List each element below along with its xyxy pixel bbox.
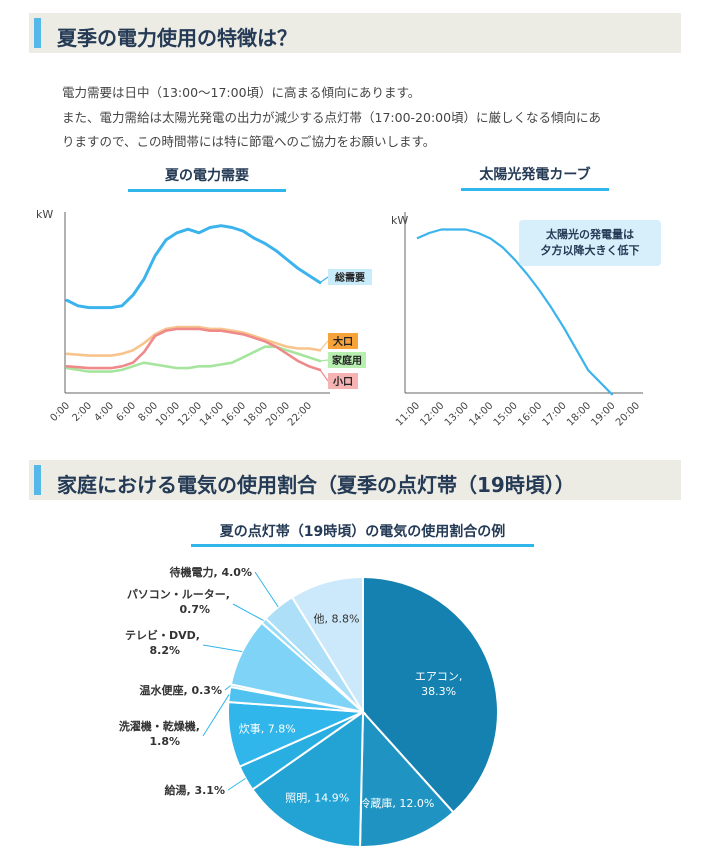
solar-x-tick-label: 16:00 (516, 400, 544, 428)
demand-series-line (65, 327, 322, 372)
solar-x-tick-label: 18:00 (565, 400, 593, 428)
pie-label: 38.3% (421, 685, 456, 698)
demand-x-tick-label: 20:00 (264, 400, 292, 428)
demand-legend-connector (319, 276, 329, 284)
demand-x-tick-label: 10:00 (154, 400, 182, 428)
demand-series-line (65, 325, 322, 357)
section-header-summer-usage: 夏季の電力使用の特徴は？ (29, 13, 681, 53)
pie-label: テレビ・DVD, (125, 628, 200, 642)
paragraph-line-2: また、電力需給は太陽光発電の出力が減少する点灯帯（17:00-20:00頃）に厳… (62, 110, 602, 125)
pie-label: パソコン・ルーター, (127, 588, 230, 601)
pie-label: 待機電力, 4.0% (168, 565, 252, 579)
pie-label: 冷蔵庫, 12.0% (359, 796, 434, 810)
solar-annotation-line-1: 太陽光の発電量は (545, 227, 634, 241)
pie-slice (251, 710, 365, 848)
solar-x-tick-label: 14:00 (467, 400, 495, 428)
demand-legend-label: 総需要 (335, 271, 365, 284)
demand-series-line (65, 224, 322, 310)
pie-label: 他, 8.8% (313, 612, 359, 625)
pie-label: 1.8% (149, 735, 180, 748)
header-accent-bar (34, 18, 41, 48)
usage-pie-chart: エアコン, 38.3% 冷蔵庫, 12.0% 照明, 14.9% 給湯, 3.1% 炊事,… (119, 565, 499, 848)
solar-x-tick-label: 20:00 (614, 400, 642, 428)
paragraph-line-1: 電力需要は日中（13:00〜17:00頃）に高まる傾向にあります。 (62, 85, 421, 100)
demand-y-axis-label: kW (36, 208, 53, 221)
solar-x-tick-label: 11:00 (394, 400, 422, 428)
demand-x-tick-label: 12:00 (176, 400, 204, 428)
demand-legend-badge (328, 333, 358, 349)
demand-x-tick-label: 2:00 (70, 400, 94, 424)
pie-slice (362, 575, 499, 814)
solar-x-tick-label: 17:00 (541, 400, 569, 428)
solar-x-tick-label: 19:00 (590, 400, 618, 428)
section-title: 夏季の電力使用の特徴は？ (57, 26, 297, 50)
pie-leader-line (202, 694, 230, 737)
demand-legend-connector (319, 340, 329, 351)
demand-legend-connector (319, 359, 329, 362)
solar-x-tick-label: 12:00 (418, 400, 446, 428)
demand-x-tick-label: 22:00 (286, 400, 314, 428)
demand-legend-connector (319, 369, 329, 382)
solar-chart-title: 太陽光発電カーブ (479, 167, 591, 183)
demand-x-tick-label: 4:00 (92, 400, 116, 424)
pie-label: 温水便座, 0.3% (139, 683, 222, 697)
demand-legend-badge (328, 373, 358, 389)
demand-legend-label: 家庭用 (332, 354, 362, 367)
solar-x-tick-label: 15:00 (492, 400, 520, 428)
pie-label: 8.2% (149, 644, 180, 657)
section-header-household-usage: 家庭における電気の使用割合（夏季の点灯帯（19時頃）） (29, 460, 681, 500)
pie-leader-line (202, 644, 243, 653)
solar-annotation-line-2: 夕方以降大きく低下 (541, 243, 640, 257)
pie-leader-line (254, 571, 279, 608)
solar-y-axis-label: kW (391, 214, 408, 227)
demand-x-tick-label: 16:00 (220, 400, 248, 428)
demand-chart-title-underline (128, 189, 286, 192)
header-accent-bar (34, 465, 41, 495)
pie-label: 洗濯機・乾燥機, (119, 719, 200, 733)
solar-chart-title-underline (461, 188, 609, 191)
pie-label: 給湯, 3.1% (164, 783, 225, 797)
demand-chart-title: 夏の電力需要 (165, 168, 249, 184)
pie-chart-title: 夏の点灯帯（19時頃）の電気の使用割合の例 (219, 524, 506, 540)
pie-slice (359, 709, 455, 848)
demand-legend-label: 大口 (333, 335, 353, 348)
pie-chart-title-underline (191, 544, 534, 547)
pie-label: 炊事, 7.8% (239, 723, 296, 736)
pie-leader-line (232, 603, 264, 622)
pie-leader-line (227, 777, 246, 791)
solar-x-tick-label: 13:00 (443, 400, 471, 428)
demand-x-tick-label: 14:00 (198, 400, 226, 428)
demand-legend-badge (328, 352, 366, 368)
demand-x-tick-label: 6:00 (114, 400, 138, 424)
demand-x-tick-label: 18:00 (242, 400, 270, 428)
pie-label: 0.7% (179, 603, 210, 616)
pie-label: 照明, 14.9% (285, 792, 349, 805)
pie-leader-line (224, 685, 231, 691)
solar-series-line (416, 228, 614, 396)
pie-slice (290, 575, 364, 716)
demand-line-chart: kW 0:002:004:006:008:0010:0012:0014:0016… (36, 208, 372, 429)
paragraph-line-3: りますので、この時間帯には特に節電へのご協力をお願いします。 (62, 134, 436, 149)
demand-legend-badge (328, 269, 372, 285)
demand-legend-label: 小口 (332, 375, 353, 388)
solar-line-chart: kW 11:0012:0013:0014:0015:0016:0017:0018… (391, 212, 661, 429)
pie-label: エアコン, (415, 670, 463, 683)
section-title: 家庭における電気の使用割合（夏季の点灯帯（19時頃）） (57, 473, 575, 497)
demand-x-tick-label: 0:00 (48, 400, 72, 424)
solar-annotation-box (519, 220, 661, 266)
